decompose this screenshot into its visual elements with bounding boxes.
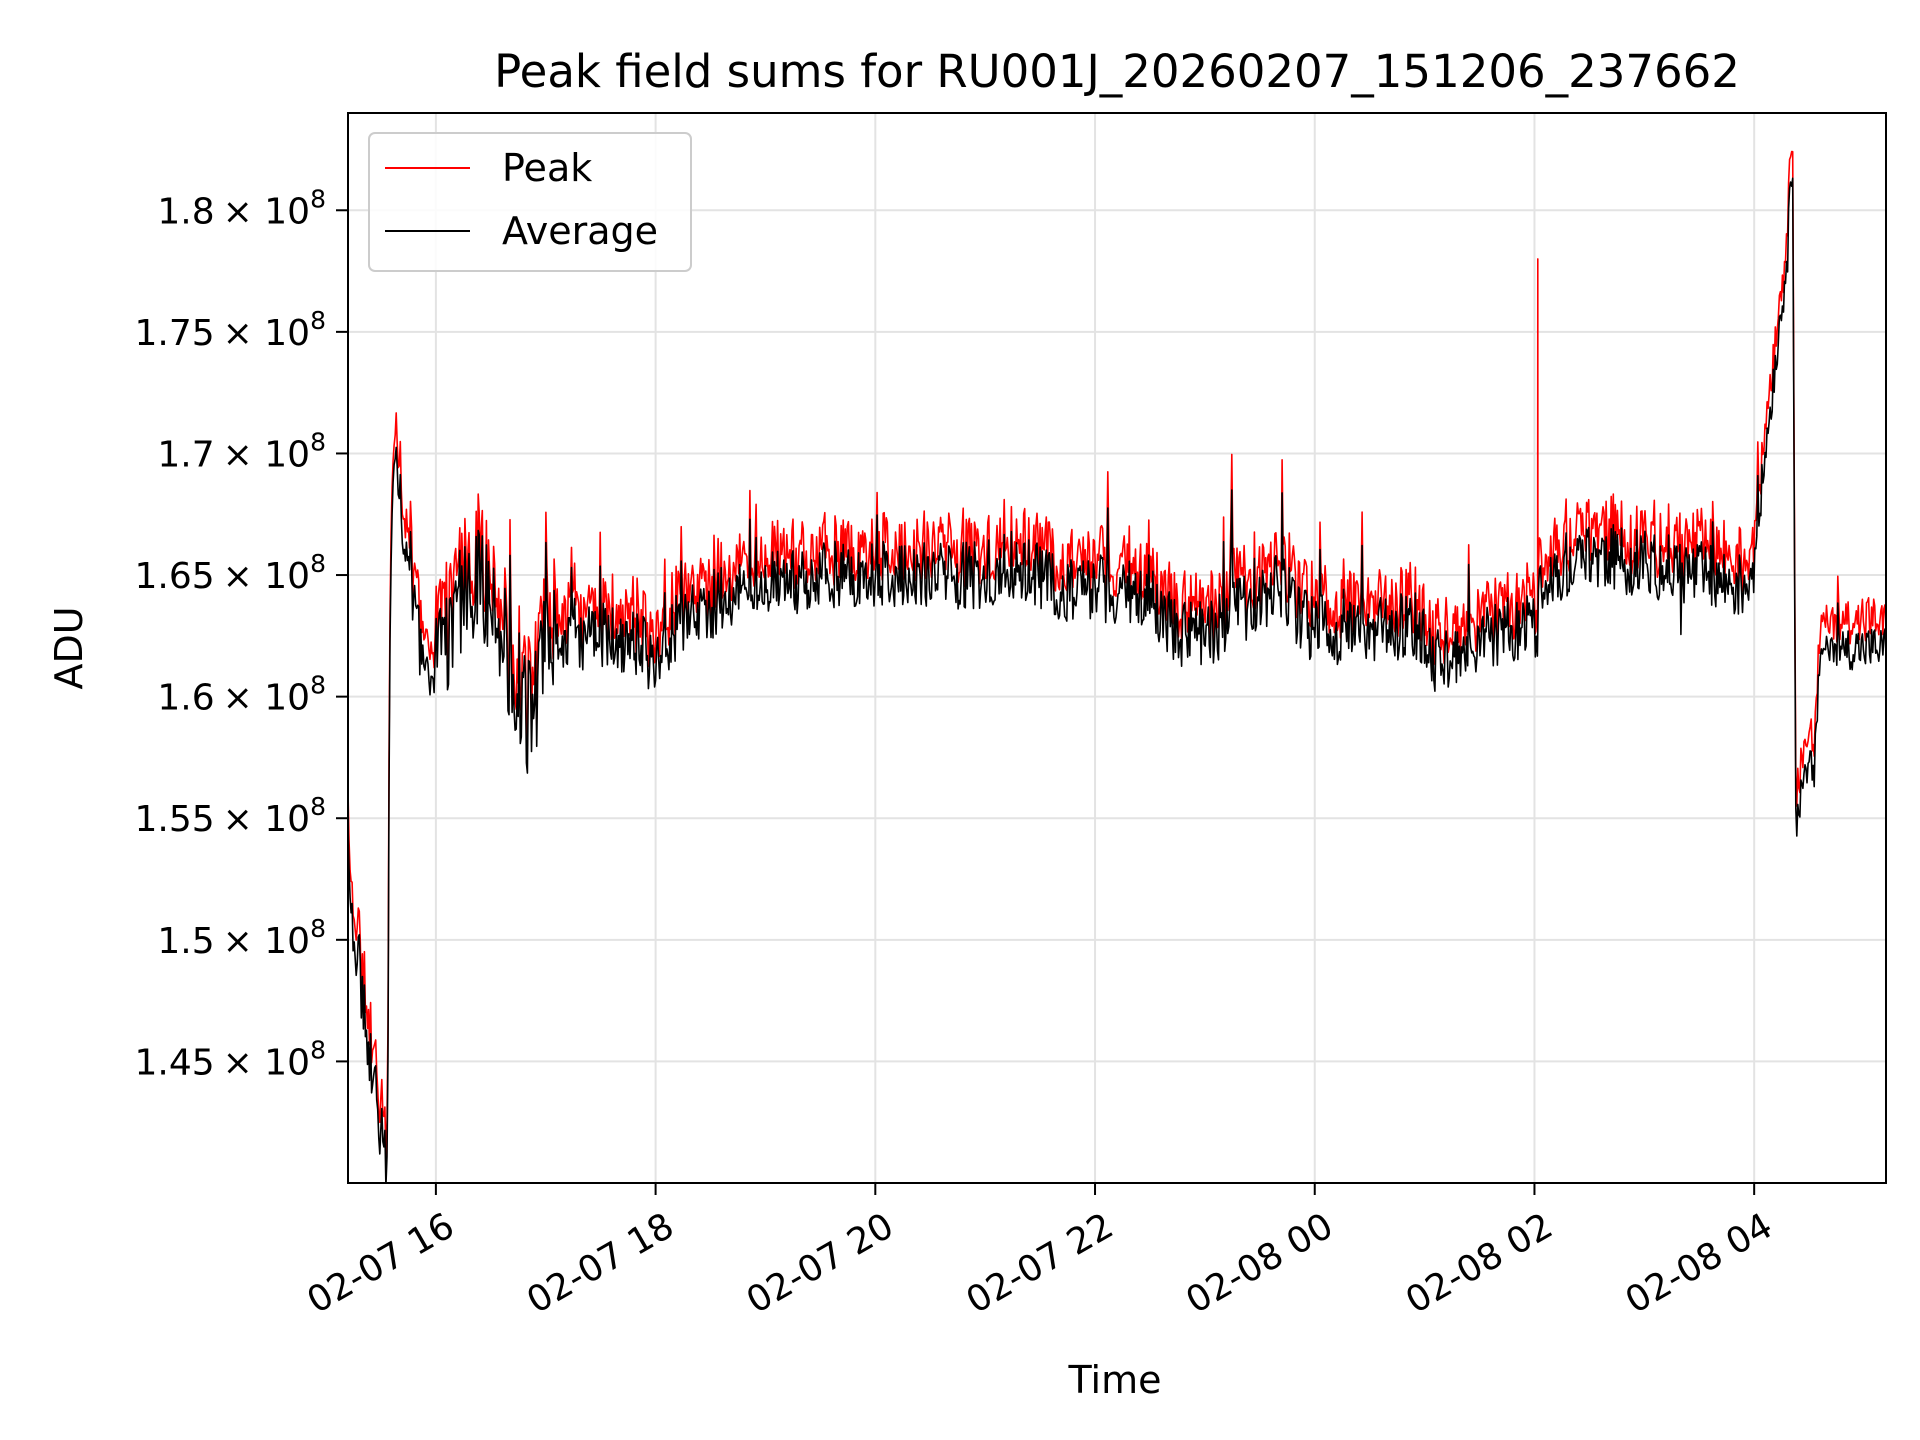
y-tick-label: 1.7 × 108 <box>157 427 326 475</box>
y-tick-label: 1.55 × 108 <box>135 792 326 840</box>
series-line-average <box>348 177 1886 1183</box>
x-tick-label: 02-07 18 <box>520 1205 681 1321</box>
x-tick-label: 02-08 00 <box>1179 1205 1340 1321</box>
y-tick-exponent: 8 <box>310 306 326 335</box>
legend-label-average: Average <box>502 209 658 253</box>
x-tick-label: 02-07 22 <box>960 1205 1121 1321</box>
plot-frame <box>347 112 1887 1184</box>
legend: Peak Average <box>368 132 692 272</box>
y-tick-base: × 10 <box>223 1042 310 1083</box>
y-axis-label: ADU <box>47 606 91 689</box>
y-tick-base: × 10 <box>223 313 310 354</box>
x-tick-label: 02-07 20 <box>740 1205 901 1321</box>
y-tick-mantissa: 1.6 <box>157 678 214 719</box>
y-tick-base: × 10 <box>223 434 310 475</box>
x-axis: 02-07 16 02-07 18 02-07 20 02-07 22 02-08 00… <box>301 1183 1780 1322</box>
y-tick-mantissa: 1.7 <box>157 434 214 475</box>
y-tick-exponent: 8 <box>310 914 326 943</box>
y-tick-mantissa: 1.65 <box>135 556 215 597</box>
y-tick-exponent: 8 <box>310 427 326 456</box>
y-tick-label: 1.45 × 108 <box>135 1035 326 1083</box>
y-tick-base: × 10 <box>223 678 310 719</box>
y-tick-base: × 10 <box>223 191 310 232</box>
y-tick-base: × 10 <box>223 556 310 597</box>
series-lines <box>348 150 1886 1183</box>
y-tick-base: × 10 <box>223 799 310 840</box>
y-tick-mantissa: 1.55 <box>135 799 215 840</box>
x-tick-label: 02-08 04 <box>1619 1205 1780 1321</box>
x-axis-label: Time <box>1068 1358 1162 1402</box>
y-tick-exponent: 8 <box>310 184 326 213</box>
y-tick-exponent: 8 <box>310 549 326 578</box>
x-tick-label: 02-07 16 <box>301 1205 462 1321</box>
y-tick-mantissa: 1.45 <box>135 1042 215 1083</box>
y-tick-label: 1.5 × 108 <box>157 914 326 962</box>
y-tick-exponent: 8 <box>310 671 326 700</box>
x-tick-label: 02-08 02 <box>1399 1205 1560 1321</box>
y-tick-label: 1.65 × 108 <box>135 549 326 597</box>
y-tick-label: 1.6 × 108 <box>157 671 326 719</box>
y-tick-exponent: 8 <box>310 1035 326 1064</box>
y-tick-base: × 10 <box>223 921 310 962</box>
chart-title: Peak field sums for RU001J_20260207_1512… <box>494 45 1740 98</box>
y-tick-label: 1.75 × 108 <box>135 306 326 354</box>
y-tick-mantissa: 1.75 <box>135 313 215 354</box>
series-line-peak <box>348 150 1886 1159</box>
y-tick-label: 1.8 × 108 <box>157 184 326 232</box>
y-tick-mantissa: 1.5 <box>157 921 214 962</box>
y-tick-exponent: 8 <box>310 792 326 821</box>
legend-label-peak: Peak <box>502 146 592 190</box>
y-tick-mantissa: 1.8 <box>157 191 214 232</box>
